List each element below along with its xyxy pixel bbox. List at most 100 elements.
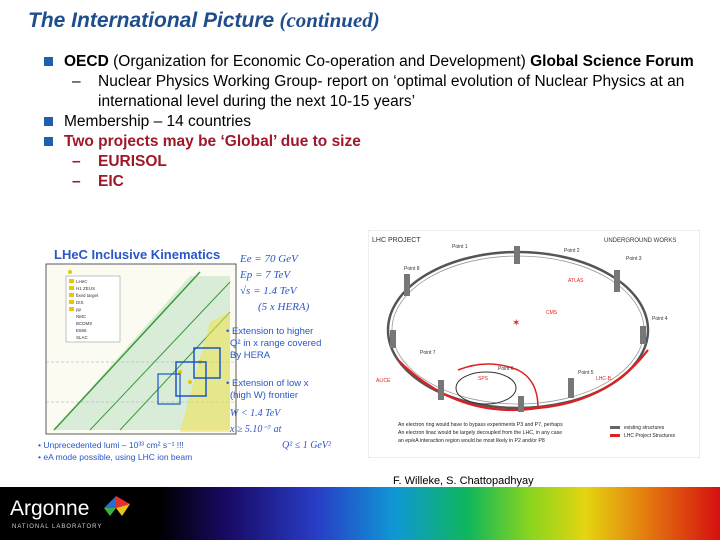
legend-swatch-existing [610,426,620,429]
legend-swatch [69,300,74,304]
dash-marker: – [72,73,81,90]
sub-bullet-eurisol: – EURISOL [14,152,704,172]
point-label: Point 1 [452,244,468,250]
shaft-marker [438,380,444,400]
title-part-3: (continued) [274,8,380,32]
caption-line-1: An electron ring would have to bypass ex… [398,422,563,428]
shaft-marker [518,396,524,412]
eic-text: EIC [98,173,124,190]
data-point [188,380,192,384]
legend-new: LHC Project Structures [624,433,676,439]
point-label: Point 7 [420,350,436,356]
shaft-marker [568,378,574,398]
param-ep: Ep = 7 TeV [239,269,291,281]
sps-transfer-line [457,363,539,409]
title-part-1: The [28,9,72,32]
legend-swatch [69,307,74,311]
footnote-ea-mode: • eA mode possible, using LHC ion beam [38,452,192,462]
yellow-region [180,312,230,432]
membership-text: Membership – 14 countries [64,113,251,130]
spectrum-band [160,487,720,540]
shaft-marker [640,326,646,344]
experiment-label: ATLAS [568,278,584,284]
note-higher-q2-b: Q² in x range covered [230,338,321,349]
footnote-lumi: • Unprecedented lumi – 10³³ cm² s⁻¹ !!! [38,440,184,450]
page-title: The International Picture (continued) [28,8,380,33]
point-label: Point 2 [564,248,580,254]
data-point [68,270,72,274]
bullet-oecd: OECD (Organization for Economic Co-opera… [14,52,704,72]
legend-entry: pp [76,307,82,312]
legend-swatch [69,293,74,297]
lhc-project-figure: LHC PROJECT UNDERGROUND WORKS Point 1 Po… [367,229,701,459]
experiment-label: CMS [546,310,558,316]
legend-swatch-new [610,434,620,437]
lhc-new-structures [397,349,649,412]
bullet-global-projects: Two projects may be ‘Global’ due to size [14,132,704,152]
figure-credit: F. Willeke, S. Chattopadhyay [393,475,534,487]
argonne-logo-mark-icon [104,496,130,516]
point-label: Point 3 [626,256,642,262]
param-hera-multiple: (5 x HERA) [258,301,310,313]
dash-marker: – [72,173,81,190]
note-low-x-b: (high W) frontier [230,390,298,401]
note-higher-q2-a: • Extension to higher [226,326,313,337]
experiment-label: SPS [478,376,489,382]
lhc-title: LHC PROJECT [372,237,421,244]
legend-entry: BCDMS [76,321,92,326]
caption-line-3: an ep/eA interaction region would be mos… [398,438,545,444]
dash-marker: – [72,153,81,170]
lhec-kinematics-svg: LHeC Inclusive Kinematics LHeC H1 ZEUS f… [30,242,362,466]
limit-line-2 [89,281,231,431]
underground-works-label: UNDERGROUND WORKS [604,238,676,244]
shaft-marker [614,270,620,292]
bullet-square-icon [44,57,53,66]
sps-ring [455,371,517,405]
argonne-logo-subtitle: NATIONAL LABORATORY [12,524,103,530]
limit-line-1 [53,271,201,431]
oecd-end: Global Science Forum [530,53,694,70]
legend-entry: fixed target [76,293,99,298]
argonne-logo: Argonne [10,497,90,520]
legend-swatch [69,286,74,290]
note-low-x-a: • Extension of low x [226,378,309,389]
bullet-square-icon [44,137,53,146]
param-sqrt-s: √s = 1.4 TeV [240,285,298,297]
cond-w: W < 1.4 TeV [230,408,282,419]
bullet-square-icon [44,117,53,126]
shaft-marker [404,274,410,296]
bullet-list: OECD (Organization for Economic Co-opera… [14,52,704,192]
point-label: Point 5 [578,370,594,376]
title-part-2: International Picture [71,9,275,32]
experiment-label: LHC-B [596,376,612,382]
global-projects-text: Two projects may be ‘Global’ due to size [64,133,361,150]
oecd-rest: (Organization for Economic Co-operation … [108,53,531,70]
plot-legend [65,275,121,343]
note-higher-q2-c: By HERA [230,350,271,361]
experiment-label: ALICE [376,378,391,384]
point-label: Point 8 [404,266,420,272]
data-point [178,370,182,374]
shaft-marker [390,330,396,348]
sub-bullet-eic: – EIC [14,172,704,192]
point-label: Point 4 [652,316,668,322]
eurisol-text: EURISOL [98,153,167,170]
legend-swatch [69,279,74,283]
legend-entry: SLAC [76,335,89,340]
kinematic-band [54,276,230,430]
cond-q2: Q² ≤ 1 GeV² [282,440,332,451]
hera-region-box [175,361,207,397]
oecd-lead: OECD [64,53,109,70]
caption-line-2: An electron linac would be largely decou… [398,430,562,436]
point-label: Point 6 [498,366,514,372]
low-x-region-box [157,373,181,405]
cond-x: x ≥ 5.10⁻⁷ at [229,424,282,435]
legend-entry: E665 [76,328,87,333]
shaft-marker [514,246,520,264]
legend-entry: NMC [76,314,87,319]
legend-existing: existing structures [624,425,665,431]
working-group-text: Nuclear Physics Working Group- report on… [98,73,685,110]
lhc-project-svg: LHC PROJECT UNDERGROUND WORKS Point 1 Po… [367,229,701,459]
hera-region-box-2 [193,347,221,379]
param-ee: Ee = 70 GeV [239,253,299,265]
